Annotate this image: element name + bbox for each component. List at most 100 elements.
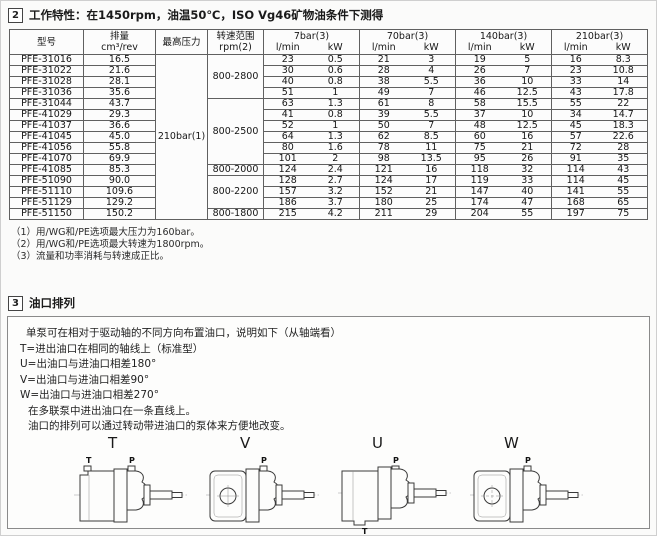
table-row: PFE-41045 45.0 64 1.3 62 8.5 60 16 57 22.6 bbox=[9, 131, 648, 143]
model-cell: PFE-41029 bbox=[9, 109, 84, 121]
header-displacement-line2: cm³/rev bbox=[101, 42, 138, 53]
flow-unit-label: l/min bbox=[467, 42, 492, 53]
power-value: 1.6 bbox=[327, 142, 343, 153]
flow-value: 128 bbox=[278, 175, 297, 186]
flow-power-cell: 61 8 bbox=[359, 98, 456, 110]
flow-value: 62 bbox=[377, 131, 390, 142]
flow-value: 49 bbox=[377, 87, 390, 98]
flow-power-cell: 23 0.5 bbox=[263, 54, 360, 66]
speed-range-cell: 800-2800 bbox=[207, 54, 264, 99]
header-displacement-line1: 排量 bbox=[109, 31, 129, 42]
flow-power-cell: 80 1.6 bbox=[263, 142, 360, 154]
displacement-cell: 43.7 bbox=[83, 98, 156, 110]
table-row: PFE-41085 85.3 800-2000 124 2.4 121 16 118 32 114… bbox=[9, 164, 648, 176]
power-value: 5 bbox=[524, 54, 531, 65]
port-label-t: T bbox=[86, 456, 92, 465]
pump-rear-cover bbox=[341, 470, 378, 525]
flow-value: 75 bbox=[473, 142, 486, 153]
section-spacer bbox=[1, 263, 656, 289]
power-value: 0.6 bbox=[327, 65, 343, 76]
outlet-port-stub bbox=[127, 465, 135, 471]
displacement-cell: 69.9 bbox=[83, 153, 156, 165]
section2-number-box: 2 bbox=[8, 7, 23, 23]
port-line-multi: 在多联泵中进出油口在一条直线上。 bbox=[28, 404, 196, 417]
flow-value: 168 bbox=[566, 197, 585, 208]
power-value: 16 bbox=[521, 131, 534, 142]
flow-value: 34 bbox=[569, 109, 582, 120]
group-label: 140bar(3) bbox=[479, 31, 528, 42]
power-value: 4.2 bbox=[327, 208, 343, 219]
cover-inner-line bbox=[213, 474, 242, 517]
group-units: l/min kW bbox=[457, 42, 551, 53]
flow-power-cell: 36 10 bbox=[455, 76, 552, 88]
power-value: 10.8 bbox=[612, 65, 634, 76]
flow-value: 98 bbox=[377, 153, 390, 164]
flow-power-cell: 50 7 bbox=[359, 120, 456, 132]
table-row: PFE-31022 21.6 30 0.6 28 4 26 7 23 10.8 bbox=[9, 65, 648, 77]
displacement-cell: 28.1 bbox=[83, 76, 156, 88]
flow-value: 51 bbox=[281, 87, 294, 98]
flow-power-cell: 48 12.5 bbox=[455, 120, 552, 132]
flow-power-cell: 78 11 bbox=[359, 142, 456, 154]
model-cell: PFE-41070 bbox=[9, 153, 84, 165]
flow-power-cell: 215 4.2 bbox=[263, 208, 360, 220]
footnote-3: （3）流量和功率消耗与转速成正比。 bbox=[11, 251, 170, 262]
table-row: PFE-31036 35.6 51 1 49 7 46 12.5 43 17.8 bbox=[9, 87, 648, 99]
flow-power-cell: 75 21 bbox=[455, 142, 552, 154]
power-value: 55 bbox=[617, 186, 630, 197]
model-cell: PFE-31016 bbox=[9, 54, 84, 66]
flow-power-cell: 128 2.7 bbox=[263, 175, 360, 187]
inlet-port-stub bbox=[83, 465, 91, 471]
pump-body-plate bbox=[113, 468, 127, 522]
flow-power-cell: 180 25 bbox=[359, 197, 456, 209]
flow-value: 28 bbox=[377, 65, 390, 76]
flow-value: 124 bbox=[278, 164, 297, 175]
flow-power-cell: 64 1.3 bbox=[263, 131, 360, 143]
flow-value: 55 bbox=[569, 98, 582, 109]
pump-body-plate bbox=[245, 468, 259, 522]
flow-value: 33 bbox=[569, 76, 582, 87]
power-value: 8.5 bbox=[423, 131, 439, 142]
flow-power-cell: 124 17 bbox=[359, 175, 456, 187]
power-value: 8 bbox=[428, 98, 435, 109]
power-value: 43 bbox=[617, 164, 630, 175]
power-value: 5.5 bbox=[423, 109, 439, 120]
spec-table: 型号 排量 cm³/rev 最高压力 转速范围 rpm(2) 7bar(3) l… bbox=[9, 29, 648, 220]
power-value: 13.5 bbox=[420, 153, 442, 164]
flow-power-cell: 51 1 bbox=[263, 87, 360, 99]
diagram-letter: T bbox=[107, 435, 118, 452]
flow-power-cell: 19 5 bbox=[455, 54, 552, 66]
section3-header: 3 油口排列 bbox=[8, 295, 656, 311]
port-label-p: P bbox=[393, 456, 399, 465]
shaft-tip bbox=[303, 491, 314, 498]
flow-value: 61 bbox=[377, 98, 390, 109]
section2-header: 2 工作特性：在1450rpm，油温50℃，ISO Vg46矿物油条件下测得 bbox=[8, 7, 656, 23]
flow-value: 57 bbox=[569, 131, 582, 142]
displacement-cell: 29.3 bbox=[83, 109, 156, 121]
group-units: l/min kW bbox=[553, 42, 647, 53]
flow-power-cell: 101 2 bbox=[263, 153, 360, 165]
flow-power-cell: 34 14.7 bbox=[551, 109, 648, 121]
flow-value: 157 bbox=[278, 186, 297, 197]
cover-inner-line bbox=[477, 474, 506, 517]
displacement-cell: 150.2 bbox=[83, 208, 156, 220]
flow-value: 16 bbox=[569, 54, 582, 65]
power-value: 7 bbox=[524, 65, 531, 76]
power-value: 28 bbox=[617, 142, 630, 153]
power-value: 65 bbox=[617, 197, 630, 208]
flow-value: 114 bbox=[566, 164, 585, 175]
power-value: 17.8 bbox=[612, 87, 634, 98]
table-row: PFE-31016 16.5 210bar(1) 800-2800 23 0.5 21 3 19… bbox=[9, 54, 648, 220]
power-value: 1.3 bbox=[327, 131, 343, 142]
table-row: PFE-51129 129.2 186 3.7 180 25 174 47 168 65 bbox=[9, 197, 648, 209]
pump-body-plate bbox=[509, 468, 523, 522]
model-cell: PFE-31022 bbox=[9, 65, 84, 77]
header-model: 型号 bbox=[9, 29, 84, 55]
power-value: 1 bbox=[332, 87, 339, 98]
flow-power-cell: 40 0.8 bbox=[263, 76, 360, 88]
flow-power-cell: 211 29 bbox=[359, 208, 456, 220]
pump-diagram-v: V P bbox=[205, 435, 320, 522]
header-group-210bar: 210bar(3) l/min kW bbox=[551, 29, 648, 55]
port-line-U: U=出油口与进油口相差180° bbox=[20, 358, 157, 370]
